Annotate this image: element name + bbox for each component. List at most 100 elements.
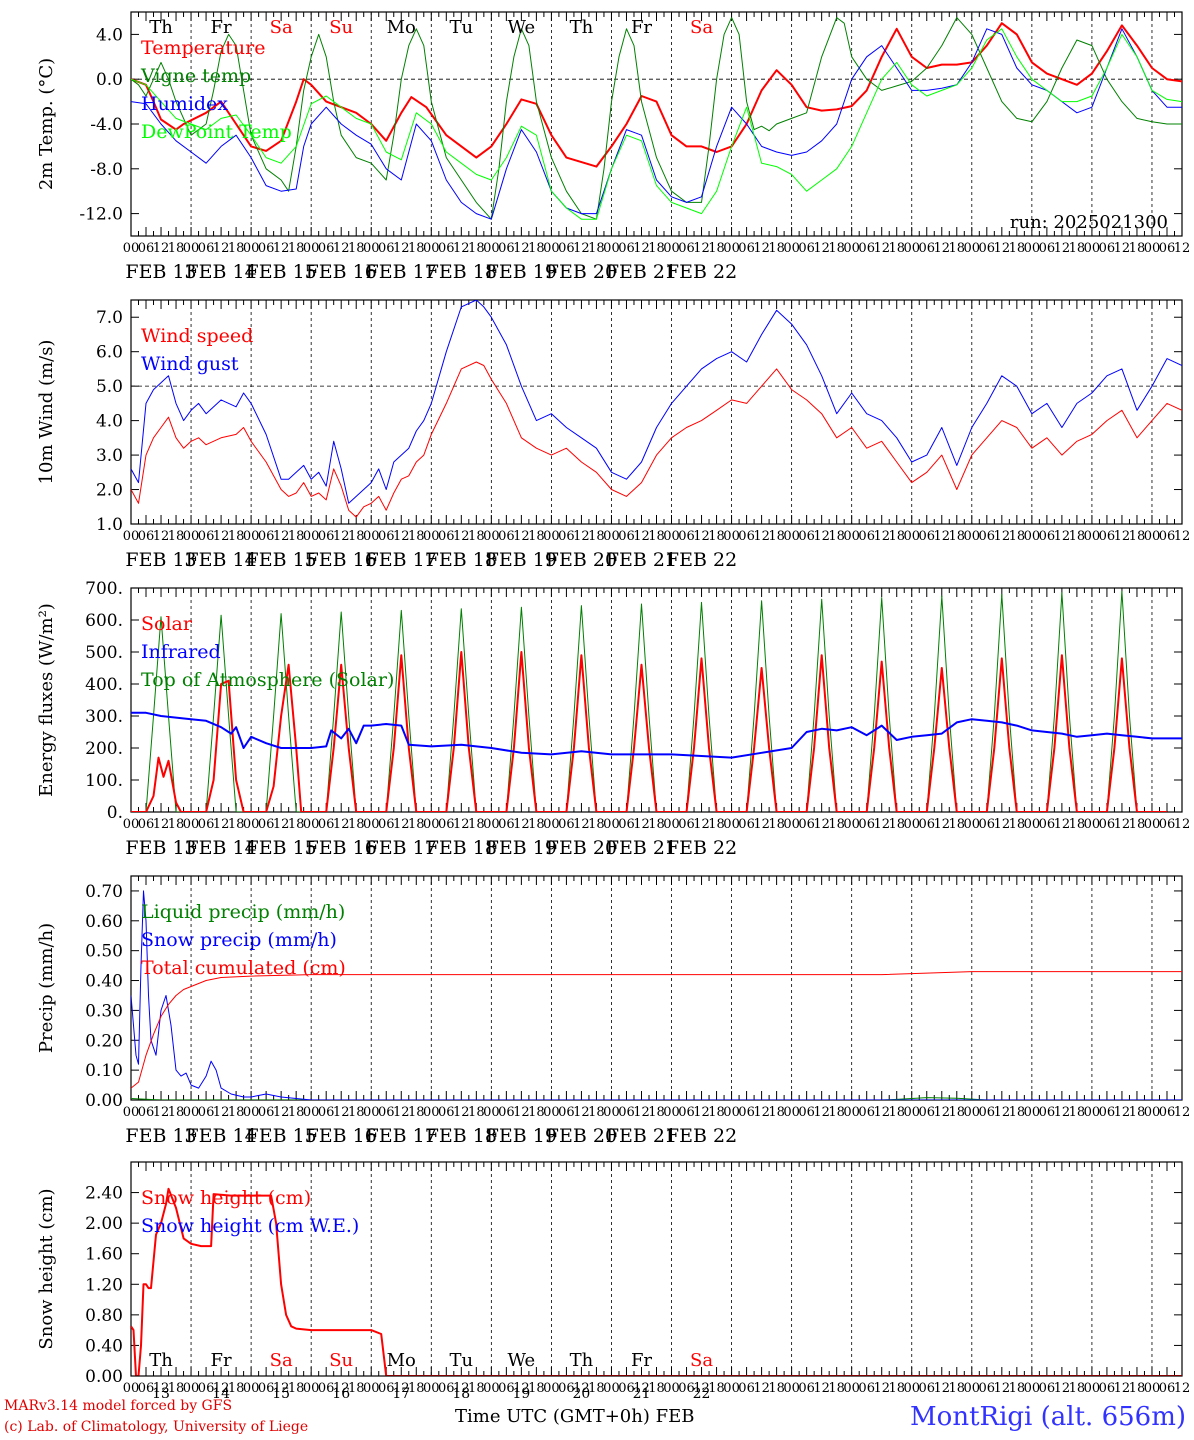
y-tick-label: -12.0 <box>79 205 123 225</box>
hour-tick-label: 18 <box>768 529 785 544</box>
date-label: FEB 16 <box>306 261 377 283</box>
hour-tick-label: 18 <box>888 241 905 256</box>
hour-tick-label: 18 <box>588 817 605 832</box>
model-credit: MARv3.14 model forced by GFS <box>4 1398 233 1414</box>
date-label: FEB 13 <box>125 1125 196 1147</box>
hour-tick-label: 18 <box>468 1105 485 1120</box>
weekday-label: Su <box>329 1350 353 1371</box>
hour-tick-label: 18 <box>228 817 245 832</box>
hour-tick-label: 00 <box>903 1105 920 1120</box>
hour-tick-label: 06 <box>798 241 815 256</box>
hour-tick-label: 12 <box>813 241 830 256</box>
hour-tick-label: 06 <box>918 1105 935 1120</box>
hour-tick-label: 06 <box>558 529 575 544</box>
date-label: FEB 13 <box>125 549 196 571</box>
weekday-label: Su <box>329 17 353 38</box>
hour-tick-label: 06 <box>498 529 515 544</box>
hour-tick-label: 06 <box>738 817 755 832</box>
hour-tick-label: 12 <box>333 241 350 256</box>
hour-tick-label: 00 <box>123 1105 140 1120</box>
hour-tick-label: 00 <box>783 1381 800 1396</box>
hour-tick-label: 12 <box>453 1381 470 1396</box>
legend-entry: Snow height (cm W.E.) <box>141 1215 359 1237</box>
hour-tick-label: 00 <box>903 817 920 832</box>
hour-tick-label: 12 <box>753 1381 770 1396</box>
hour-tick-label: 12 <box>213 529 230 544</box>
hour-tick-label: 06 <box>318 1105 335 1120</box>
hour-tick-label: 00 <box>1084 529 1101 544</box>
hour-tick-label: 12 <box>633 529 650 544</box>
hour-tick-label: 00 <box>903 529 920 544</box>
hour-tick-label: 00 <box>1144 1381 1161 1396</box>
hour-tick-label: 18 <box>288 241 305 256</box>
date-label: FEB 18 <box>426 1125 497 1147</box>
hour-tick-label: 06 <box>1039 241 1056 256</box>
hour-tick-label: 18 <box>1069 817 1086 832</box>
date-label: FEB 21 <box>606 837 677 859</box>
date-label: FEB 15 <box>246 1125 317 1147</box>
y-tick-label: -4.0 <box>90 115 123 135</box>
hour-tick-label: 18 <box>528 1105 545 1120</box>
date-label: FEB 16 <box>306 549 377 571</box>
hour-tick-label: 00 <box>783 241 800 256</box>
hour-tick-label: 06 <box>618 817 635 832</box>
series-snow-height-cm- <box>131 1187 1182 1376</box>
hour-tick-label: 00 <box>1024 529 1041 544</box>
hour-tick-label: 00 <box>483 241 500 256</box>
hour-tick-label: 00 <box>543 817 560 832</box>
hour-tick-label: 06 <box>438 529 455 544</box>
hour-tick-label: 00 <box>903 1381 920 1396</box>
date-label: FEB 18 <box>426 837 497 859</box>
date-label: FEB 16 <box>306 837 377 859</box>
series-temperature <box>131 22 1182 168</box>
legend-entry: Wind speed <box>141 325 253 347</box>
hour-tick-label: 00 <box>964 817 981 832</box>
hour-tick-label: 00 <box>783 1105 800 1120</box>
y-tick-label: 4.0 <box>96 412 123 432</box>
hour-tick-label: 00 <box>543 241 560 256</box>
hour-tick-label: 18 <box>708 241 725 256</box>
hour-tick-label: 12 <box>1054 1381 1071 1396</box>
hour-tick-label: 12 <box>753 1105 770 1120</box>
panel-frame <box>130 587 1183 813</box>
hour-tick-label: 18 <box>1009 1105 1026 1120</box>
hour-tick-label: 00 <box>363 529 380 544</box>
series-wind-speed <box>131 361 1182 518</box>
hour-tick-label: 18 <box>1069 1105 1086 1120</box>
y-axis-title: Snow height (cm) <box>36 1188 57 1349</box>
hour-tick-label: 06 <box>1099 1105 1116 1120</box>
hour-tick-label: 12 <box>994 241 1011 256</box>
day-number-label: 22 <box>693 1386 711 1402</box>
hour-tick-label: 06 <box>678 1105 695 1120</box>
date-label: FEB 21 <box>606 1125 677 1147</box>
date-label: FEB 21 <box>606 261 677 283</box>
hour-tick-label: 18 <box>588 1381 605 1396</box>
y-tick-label: 700. <box>85 579 123 599</box>
hour-tick-label: 06 <box>1159 1381 1176 1396</box>
hour-tick-label: 06 <box>378 1105 395 1120</box>
hour-tick-label: 18 <box>348 529 365 544</box>
hour-tick-label: 00 <box>663 1105 680 1120</box>
y-tick-label: 500. <box>85 643 123 663</box>
hour-tick-label: 06 <box>558 241 575 256</box>
hour-tick-label: 18 <box>949 817 966 832</box>
hour-tick-label: 06 <box>678 529 695 544</box>
hour-tick-label: 06 <box>858 1381 875 1396</box>
hour-tick-label: 12 <box>333 1381 350 1396</box>
hour-tick-label: 18 <box>168 529 185 544</box>
date-label: FEB 17 <box>366 549 437 571</box>
day-number-label: 14 <box>212 1386 230 1402</box>
hour-tick-label: 06 <box>858 1105 875 1120</box>
hour-tick-label: 00 <box>1084 817 1101 832</box>
hour-tick-label: 12 <box>573 241 590 256</box>
hour-tick-label: 06 <box>198 529 215 544</box>
hour-tick-label: 06 <box>858 529 875 544</box>
y-tick-label: 1.20 <box>85 1275 123 1295</box>
hour-tick-label: 18 <box>168 241 185 256</box>
hour-tick-label: 06 <box>438 1381 455 1396</box>
date-label: FEB 19 <box>486 1125 557 1147</box>
hour-tick-label: 00 <box>1084 1105 1101 1120</box>
y-axis-title: Precip (mm/h) <box>36 923 57 1053</box>
hour-tick-label: 18 <box>1009 817 1026 832</box>
panel-precip <box>130 875 1183 1101</box>
